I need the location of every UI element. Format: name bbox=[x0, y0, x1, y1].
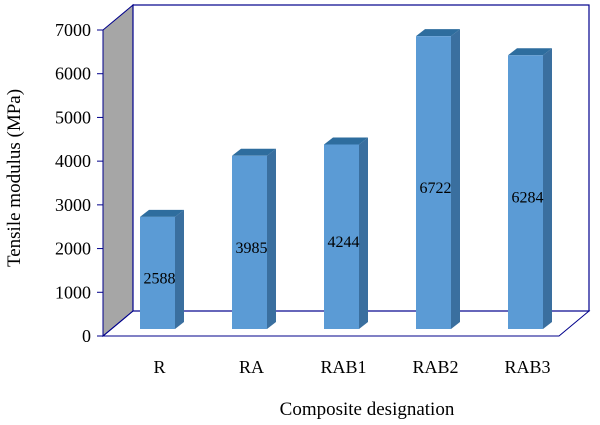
bar-side-face bbox=[175, 209, 184, 329]
y-axis-title: Tensile modulus (MPa) bbox=[4, 89, 25, 267]
bar-top-face bbox=[140, 209, 184, 217]
data-label: 6722 bbox=[420, 180, 452, 197]
bar-top-face bbox=[416, 29, 460, 37]
y-axis-ticks: 0 1000 2000 3000 4000 5000 6000 7000 bbox=[55, 20, 103, 346]
y-tick-label: 6000 bbox=[55, 64, 91, 84]
bar-r: 2588 bbox=[140, 209, 184, 329]
y-tick-label: 7000 bbox=[55, 20, 91, 40]
bar-rab1: 4244 bbox=[324, 137, 368, 329]
x-tick-label: RAB1 bbox=[320, 357, 366, 377]
bar-front-face bbox=[140, 216, 175, 329]
bar-side-face bbox=[543, 48, 552, 329]
data-label: 4244 bbox=[328, 234, 360, 251]
bar-side-face bbox=[267, 148, 276, 329]
y-tick-label: 4000 bbox=[55, 151, 91, 171]
side-wall bbox=[102, 3, 134, 338]
bar-rab3: 6284 bbox=[508, 48, 552, 329]
data-label: 6284 bbox=[512, 190, 544, 207]
bar-side-face bbox=[451, 29, 460, 330]
x-axis-ticks: R RA RAB1 RAB2 RAB3 bbox=[153, 357, 550, 377]
chart-walls bbox=[101, 3, 591, 338]
bar-top-face bbox=[232, 148, 276, 156]
bar-front-face bbox=[324, 144, 359, 329]
bar-front-face bbox=[416, 36, 451, 329]
bar-front-face bbox=[508, 55, 543, 329]
y-tick-label: 3000 bbox=[55, 195, 91, 215]
data-label: 3985 bbox=[236, 240, 268, 257]
y-tick-label: 2000 bbox=[55, 239, 91, 259]
y-tick-label: 1000 bbox=[55, 282, 91, 302]
data-label: 2588 bbox=[144, 270, 176, 287]
bar-top-face bbox=[508, 48, 552, 56]
bar-rab2: 6722 bbox=[416, 29, 460, 330]
y-tick-label: 0 bbox=[82, 326, 91, 346]
x-tick-label: RA bbox=[239, 357, 264, 377]
bar-ra: 3985 bbox=[232, 148, 276, 329]
bar-top-face bbox=[324, 137, 368, 145]
x-tick-label: RAB2 bbox=[412, 357, 458, 377]
x-tick-label: RAB3 bbox=[504, 357, 550, 377]
bars: 2588 3985 4244 6722 6284 bbox=[140, 29, 552, 330]
bar-front-face bbox=[232, 155, 267, 329]
bar-side-face bbox=[359, 137, 368, 329]
x-tick-label: R bbox=[153, 357, 165, 377]
y-tick-label: 5000 bbox=[55, 107, 91, 127]
x-axis-title: Composite designation bbox=[280, 399, 455, 420]
